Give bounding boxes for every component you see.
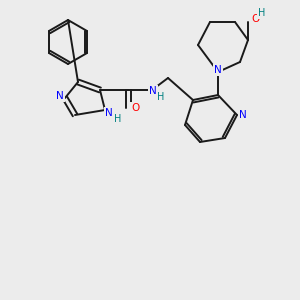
Text: N: N [105,108,113,118]
Text: H: H [258,8,266,18]
Text: N: N [239,110,247,120]
Text: O: O [131,103,139,113]
Text: N: N [56,91,64,101]
Text: N: N [149,86,157,96]
Text: H: H [157,92,165,102]
Text: N: N [214,65,222,75]
Text: O: O [251,14,259,24]
Text: H: H [114,114,122,124]
